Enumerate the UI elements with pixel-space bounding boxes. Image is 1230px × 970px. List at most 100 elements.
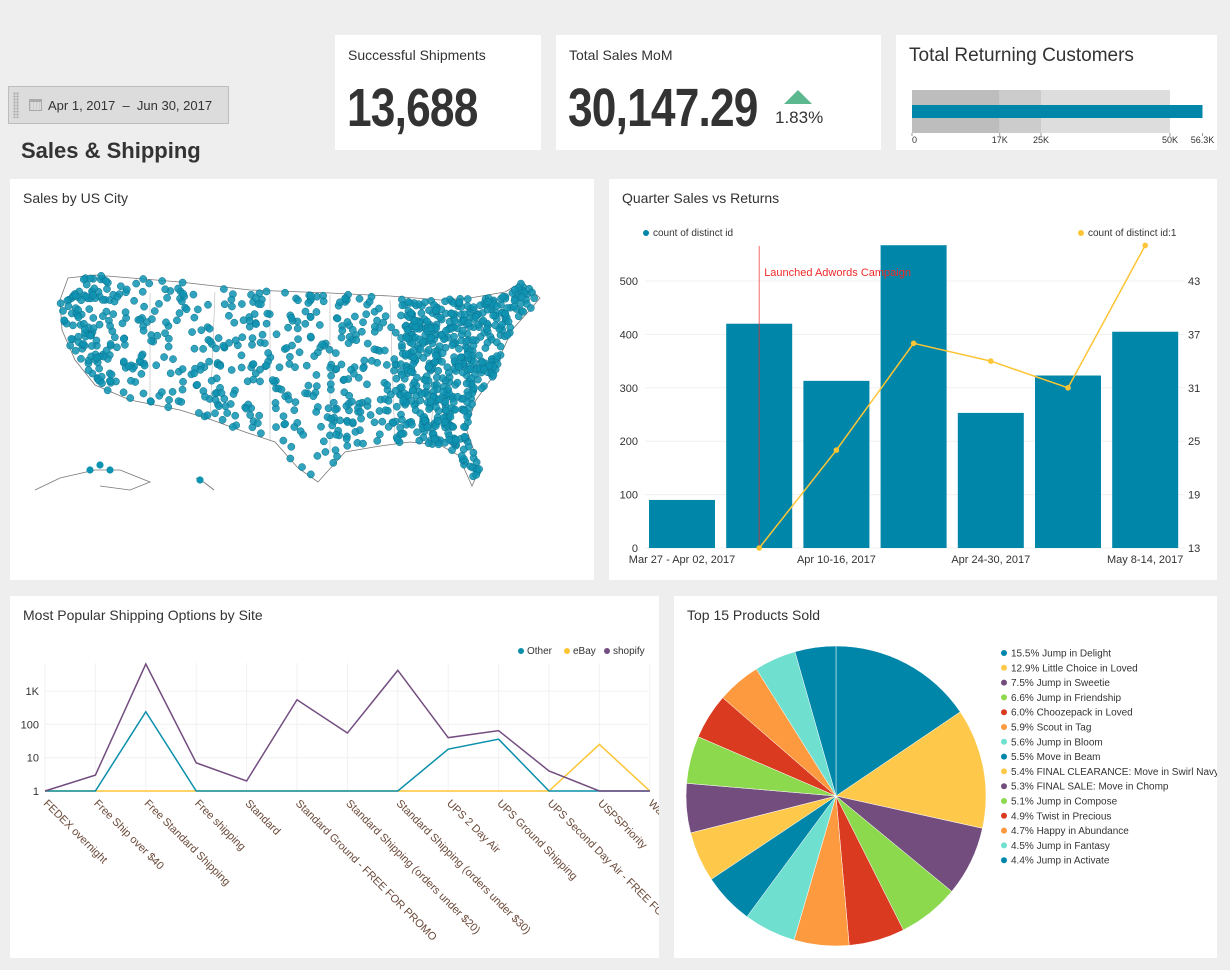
city-dot — [59, 307, 67, 315]
city-dot — [417, 389, 426, 398]
city-dot — [102, 346, 111, 355]
city-dot — [462, 337, 471, 346]
city-dot — [279, 436, 288, 445]
city-dot — [357, 414, 365, 423]
city-dot — [237, 351, 246, 360]
kpi-label: Total Sales MoM — [569, 47, 673, 63]
y-right-tick: 43 — [1188, 276, 1200, 288]
city-dot — [411, 406, 420, 415]
city-dot — [391, 386, 400, 395]
legend-dot — [643, 230, 649, 236]
city-dot — [293, 324, 302, 333]
city-dot — [179, 289, 188, 298]
city-dot — [318, 340, 327, 349]
city-dot — [424, 363, 433, 371]
city-dot — [492, 302, 501, 310]
city-dot — [106, 377, 115, 385]
legend-dot — [1001, 783, 1007, 790]
quarter-sales-chart: 0 100 200 300 400 500 13 19 25 31 37 43 Mar 27 - Apr… — [620, 228, 1201, 566]
drag-handle-icon[interactable] — [13, 92, 19, 118]
city-dot — [312, 408, 321, 416]
city-dot — [333, 314, 342, 323]
city-dot — [336, 298, 344, 307]
page-title: Sales & Shipping — [21, 138, 201, 163]
city-dot — [459, 445, 468, 454]
city-dot — [367, 357, 376, 365]
city-dot — [410, 316, 419, 325]
city-dot — [179, 377, 187, 386]
city-dot — [275, 363, 284, 372]
city-dot — [302, 361, 311, 370]
city-dot — [328, 421, 337, 430]
y-tick: 1K — [26, 686, 40, 698]
city-dot — [262, 319, 271, 328]
city-dot — [177, 398, 186, 406]
legend-dot — [1001, 738, 1007, 745]
city-dot — [419, 337, 427, 346]
city-dot — [439, 388, 448, 396]
city-dot — [489, 311, 497, 320]
legend-label: 5.4% FINAL CLEARANCE: Move in Swirl Navy — [1011, 767, 1217, 778]
city-dot — [252, 320, 260, 328]
city-dot — [178, 278, 187, 287]
city-dot — [397, 383, 406, 392]
legend-label: 5.6% Jump in Bloom — [1011, 737, 1103, 748]
y-right-tick: 19 — [1188, 490, 1200, 502]
city-dot — [413, 373, 421, 382]
city-dot — [164, 342, 173, 351]
city-dot — [193, 380, 201, 389]
legend-dot — [1001, 724, 1007, 730]
returns-point — [833, 447, 840, 453]
city-dot — [71, 346, 80, 355]
city-dot — [397, 430, 406, 438]
city-dot — [279, 412, 288, 421]
city-dot — [150, 307, 159, 315]
city-dot — [348, 325, 357, 334]
annotation-label: Launched Adwords Campaign — [764, 267, 911, 279]
city-dot — [304, 381, 313, 390]
city-dot — [355, 294, 364, 303]
bar — [649, 499, 715, 548]
city-dot — [404, 391, 412, 400]
y-left-tick: 300 — [620, 383, 638, 395]
city-dot — [492, 352, 501, 361]
us-city-map[interactable] — [10, 179, 594, 580]
y-tick: 1 — [33, 786, 39, 798]
city-dot — [491, 321, 500, 330]
city-dot — [294, 296, 302, 305]
city-dot — [98, 296, 107, 304]
city-dot — [301, 319, 310, 328]
city-dot — [398, 370, 406, 379]
city-dot — [286, 352, 294, 361]
city-dot — [431, 306, 440, 315]
city-dot — [413, 428, 421, 437]
city-dot — [331, 405, 340, 414]
city-dot — [188, 328, 196, 336]
bar — [957, 412, 1024, 548]
city-dot — [118, 319, 127, 328]
city-dot — [481, 344, 490, 352]
city-dot — [393, 435, 402, 444]
city-dot — [430, 435, 439, 443]
date-range-filter[interactable]: Apr 1, 2017 – Jun 30, 2017 — [8, 86, 229, 124]
city-dot — [447, 309, 456, 318]
x-tick-label: Free shipping — [192, 798, 248, 854]
city-dot — [291, 398, 300, 406]
city-dot — [158, 277, 167, 285]
city-dot — [425, 405, 433, 413]
x-tick-label: Apr 24-30, 2017 — [951, 554, 1030, 566]
city-dot — [271, 399, 280, 407]
legend-dot — [1001, 679, 1007, 686]
y-right-tick: 25 — [1188, 436, 1200, 448]
city-dot — [239, 316, 248, 325]
city-dot — [409, 353, 418, 362]
city-dot — [190, 313, 199, 322]
city-dot — [381, 406, 390, 415]
city-dot — [256, 377, 264, 386]
city-dot — [217, 389, 226, 397]
kpi-value: 30,147.29 — [568, 78, 758, 138]
city-dot — [450, 332, 458, 341]
city-dot — [480, 365, 488, 373]
city-dot — [256, 365, 264, 374]
kpi-label: Successful Shipments — [348, 47, 486, 63]
